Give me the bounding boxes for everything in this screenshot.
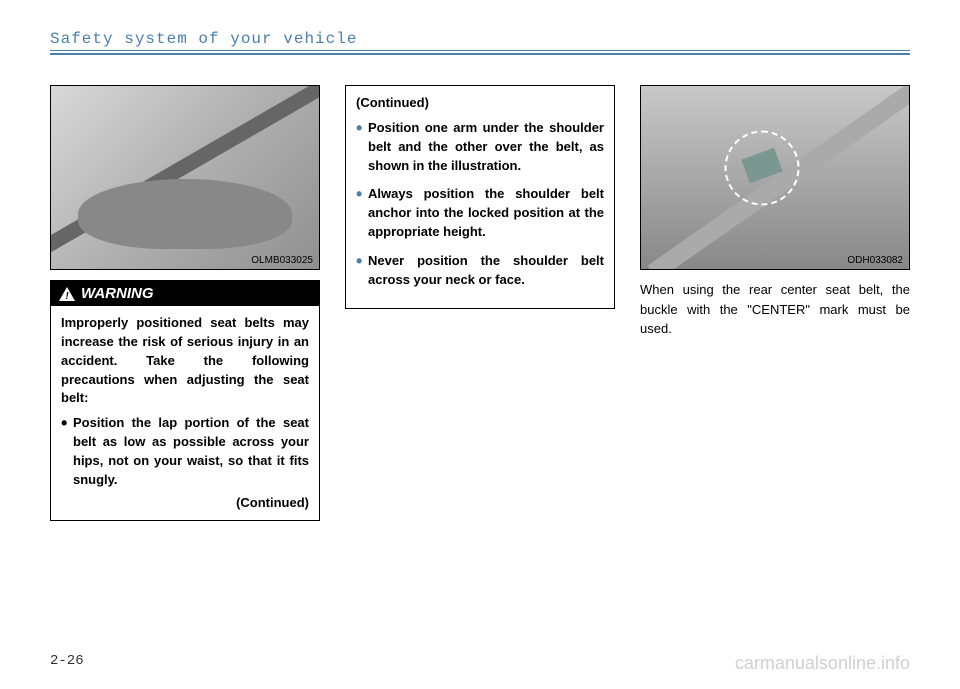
continued-header: (Continued) — [356, 94, 604, 113]
illustration-center-buckle: ODH033082 — [640, 85, 910, 270]
page-header: Safety system of your vehicle — [50, 30, 910, 55]
continued-label: (Continued) — [61, 494, 309, 513]
warning-intro: Improperly positioned seat belts may inc… — [61, 314, 309, 408]
continued-bullet: Always position the shoulder belt anchor… — [356, 185, 604, 242]
image-code-1: OLMB033025 — [251, 255, 313, 266]
warning-body: Improperly positioned seat belts may inc… — [51, 306, 319, 520]
image-code-2: ODH033082 — [847, 255, 903, 266]
continued-bullet: Position one arm under the shoulder belt… — [356, 119, 604, 176]
warning-bullet-list: Position the lap portion of the seat bel… — [61, 414, 309, 489]
warning-triangle-icon: ! — [59, 287, 75, 301]
warning-header: ! WARNING — [51, 281, 319, 306]
body-text: When using the rear center seat belt, th… — [640, 280, 910, 339]
page-number: 2-26 — [50, 653, 84, 669]
warning-box: ! WARNING Improperly positioned seat bel… — [50, 280, 320, 521]
warning-bullet: Position the lap portion of the seat bel… — [61, 414, 309, 489]
lap-shape — [78, 179, 292, 249]
column-2: (Continued) Position one arm under the s… — [345, 85, 615, 521]
column-3: ODH033082 When using the rear center sea… — [640, 85, 910, 521]
continued-bullet: Never position the shoulder belt across … — [356, 252, 604, 290]
continued-bullet-list: Position one arm under the shoulder belt… — [356, 119, 604, 290]
header-title: Safety system of your vehicle — [50, 30, 357, 48]
illustration-seatbelt-lap: OLMB033025 — [50, 85, 320, 270]
continued-box: (Continued) Position one arm under the s… — [345, 85, 615, 309]
column-1: OLMB033025 ! WARNING Improperly position… — [50, 85, 320, 521]
watermark: carmanualsonline.info — [735, 653, 910, 674]
content-columns: OLMB033025 ! WARNING Improperly position… — [50, 85, 910, 521]
warning-label: WARNING — [81, 285, 154, 302]
